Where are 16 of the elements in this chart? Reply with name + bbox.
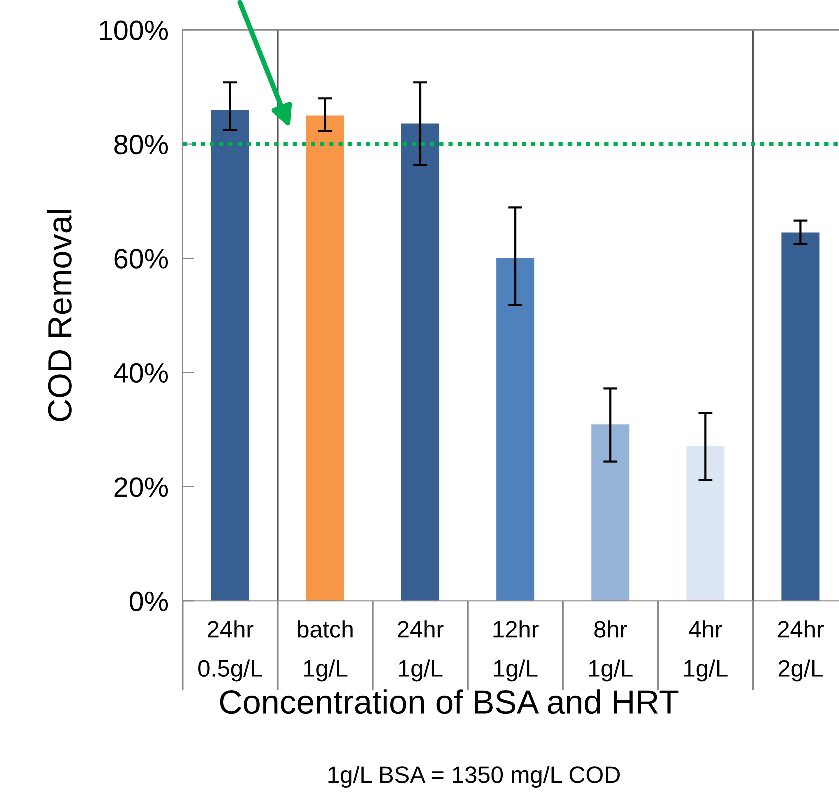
x-tick-label: batch 1g/L: [298, 620, 353, 682]
x-tick-label: 24hr 0.5g/L: [198, 620, 262, 682]
y-tick-label: 80%: [114, 134, 168, 155]
x-tick-label: 24hr 1g/L: [398, 620, 444, 682]
x-tick-label: 4hr 1g/L: [684, 620, 728, 682]
y-tick-label: 100%: [100, 20, 168, 40]
x-tick-label: 8hr 1g/L: [589, 620, 633, 682]
y-tick-label: 0%: [130, 592, 168, 612]
y-axis-title: COD Removal: [47, 210, 72, 422]
x-tick-label: 24hr 2g/L: [778, 620, 824, 682]
text: 1g/L BSA = 1350 mg/L COD: [328, 766, 620, 788]
x-axis-title: Concentration of BSA and HRT: [220, 690, 679, 714]
y-tick-label: 40%: [114, 363, 168, 384]
y-tick-label: 60%: [114, 249, 168, 269]
x-tick-label: 12hr 1g/L: [494, 620, 539, 682]
y-tick-label: 20%: [114, 478, 168, 498]
